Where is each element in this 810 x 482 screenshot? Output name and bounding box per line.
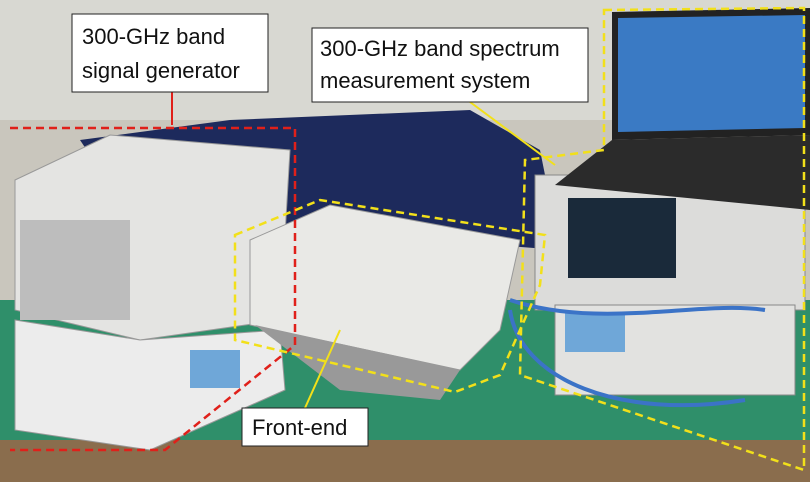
table-edge [0,440,810,482]
label-text: 300-GHz band spectrum [320,36,560,61]
vent-grille [20,220,130,320]
label-text: measurement system [320,68,530,93]
laptop-screen [618,15,805,132]
label-text: Front-end [252,415,347,440]
label-text: signal generator [82,58,240,83]
analyzer-screen [568,198,676,278]
label-text: 300-GHz band [82,24,225,49]
lower-screen [565,312,625,352]
photo: 300-GHz band signal generator 300-GHz ba… [0,0,810,482]
generator-screen [190,350,240,388]
